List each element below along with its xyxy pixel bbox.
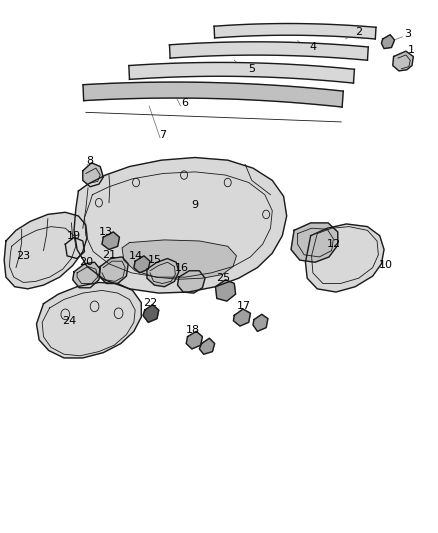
Polygon shape [233,309,251,326]
Polygon shape [291,223,338,262]
Text: 6: 6 [181,98,188,108]
Text: 25: 25 [216,273,230,283]
Polygon shape [73,262,100,288]
Polygon shape [143,305,159,322]
Text: 19: 19 [67,231,81,241]
Polygon shape [83,163,103,187]
Text: 13: 13 [99,227,113,237]
Text: 16: 16 [175,263,189,272]
Text: 4: 4 [309,43,316,52]
Polygon shape [83,82,343,107]
Polygon shape [253,314,268,332]
Text: 8: 8 [87,156,94,166]
Text: 22: 22 [143,297,157,308]
Polygon shape [186,332,202,349]
Polygon shape [199,338,215,354]
Polygon shape [122,240,237,279]
Text: 23: 23 [16,251,31,261]
Text: 1: 1 [408,45,415,54]
Text: 17: 17 [237,301,251,311]
Text: 15: 15 [147,255,161,265]
Text: 18: 18 [186,325,200,335]
Text: 10: 10 [379,261,393,270]
Text: 5: 5 [248,64,255,74]
Polygon shape [102,232,120,249]
Text: 14: 14 [129,251,143,261]
Polygon shape [4,212,87,289]
Polygon shape [215,280,236,301]
Text: 3: 3 [404,29,411,39]
Polygon shape [214,23,376,39]
Polygon shape [177,271,205,293]
Text: 21: 21 [102,250,116,260]
Polygon shape [305,224,384,292]
Polygon shape [134,256,150,273]
Text: 24: 24 [63,316,77,326]
Polygon shape [393,51,413,71]
Polygon shape [36,282,141,358]
Polygon shape [129,62,354,83]
Polygon shape [99,257,128,284]
Text: 12: 12 [326,239,340,249]
Polygon shape [170,42,368,60]
Text: 2: 2 [355,27,362,37]
Polygon shape [381,35,395,49]
Text: 20: 20 [79,257,93,267]
Text: 9: 9 [191,200,198,211]
Text: 7: 7 [159,130,167,140]
Polygon shape [65,237,85,259]
Polygon shape [74,158,287,293]
Polygon shape [147,259,179,287]
